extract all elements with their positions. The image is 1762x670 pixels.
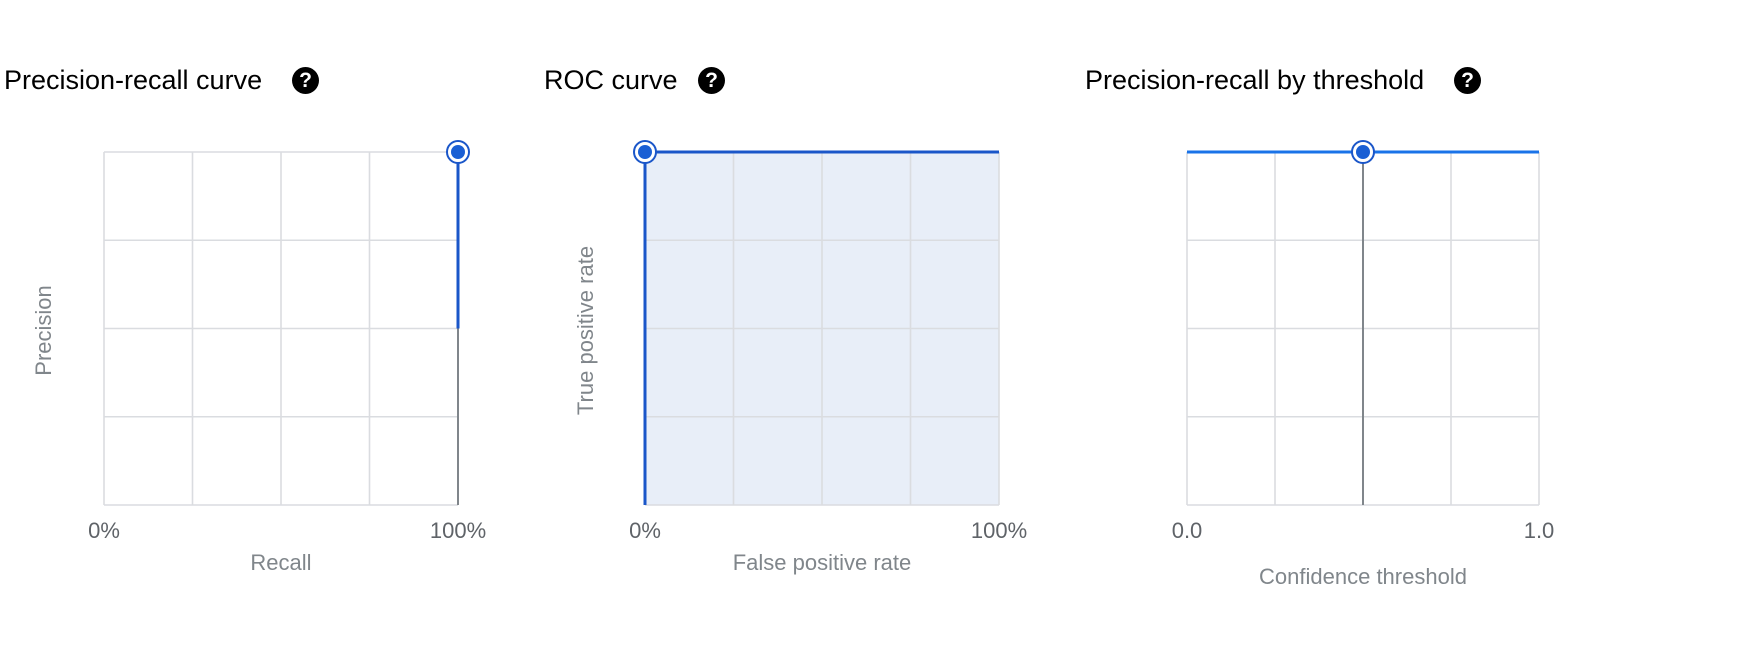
selected-point [1356, 145, 1370, 159]
selected-point [638, 145, 652, 159]
x-tick-label: 100% [430, 518, 486, 543]
x-tick-label: 0% [88, 518, 120, 543]
help-icon[interactable]: ? [698, 67, 725, 94]
x-axis-label: Confidence threshold [1259, 564, 1467, 589]
help-icon[interactable]: ? [1454, 67, 1481, 94]
x-tick-label: 1.0 [1524, 518, 1555, 543]
help-icon[interactable]: ? [292, 67, 319, 94]
x-tick-label: 0.0 [1172, 518, 1203, 543]
selected-point [451, 145, 465, 159]
pr-title: Precision-recall curve [4, 65, 263, 95]
x-axis-label: Recall [250, 550, 311, 575]
y-axis-label: True positive rate [573, 246, 598, 415]
roc-title: ROC curve [544, 65, 678, 95]
prt-title: Precision-recall by threshold [1085, 65, 1425, 95]
y-axis-label: Precision [31, 285, 56, 375]
x-axis-label: False positive rate [733, 550, 912, 575]
x-tick-label: 100% [971, 518, 1027, 543]
x-tick-label: 0% [629, 518, 661, 543]
